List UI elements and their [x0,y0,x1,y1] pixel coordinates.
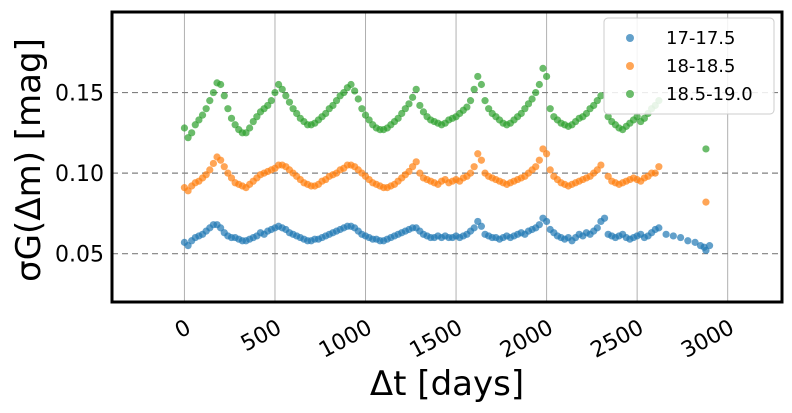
data-point [354,95,362,103]
data-point [597,92,605,100]
data-point [267,97,275,105]
data-point [702,198,710,206]
legend-marker [626,62,634,70]
x-tick-label: 0 [171,315,195,344]
legend-box [603,17,775,115]
data-point [542,217,551,226]
data-point [278,85,286,93]
legend-label: 18.5-19.0 [666,84,753,105]
data-point [202,105,210,113]
data-point [206,166,214,174]
data-points [180,64,714,255]
series-17-17.5 [180,214,714,255]
data-point [542,150,551,158]
data-point [655,224,663,232]
data-point [669,232,677,240]
plot-frame [110,10,784,304]
data-point [600,214,609,222]
data-point [676,233,685,242]
data-point [198,111,207,119]
x-tick-label: 2000 [496,315,557,363]
data-point [227,114,236,122]
legend-marker [626,90,634,98]
x-axis-ticks: 0 500 1000 1500 2000 2500 3000 [171,315,738,363]
data-point [209,88,218,97]
data-point [705,242,714,250]
data-point [282,92,290,100]
data-point [535,156,543,164]
y-tick-label: 0.15 [55,82,104,107]
data-point [188,129,196,137]
data-point [532,163,540,171]
data-point [224,105,232,113]
legend-label: 17-17.5 [666,28,735,49]
y-axis-ticks: 0.05 0.10 0.15 [55,82,104,268]
x-tick-label: 3000 [677,315,738,363]
y-axis-label: σG(Δm) [mag] [9,38,49,282]
data-point [412,85,420,93]
data-point [651,169,659,177]
data-point [466,169,475,177]
data-point [271,88,279,97]
data-point [246,124,254,132]
data-point [535,221,543,229]
data-point [463,103,471,111]
data-point [546,166,554,174]
data-point [408,93,417,101]
data-point [351,87,359,95]
data-point [220,92,228,100]
data-point [466,97,475,105]
data-point [702,145,710,153]
x-axis-label: Δt [days] [370,364,524,404]
data-point [474,72,482,81]
data-point [528,95,536,103]
data-point [470,85,478,93]
data-point [539,64,547,72]
legend: 17-17.5 18-18.5 18.5-19.0 [603,17,775,115]
data-point [532,88,540,97]
data-point [416,101,424,110]
data-point [206,97,214,105]
data-point [470,224,478,232]
data-point [358,105,366,113]
data-point [655,163,663,171]
data-point [535,80,543,89]
data-point [684,237,692,245]
data-point [217,156,225,164]
data-point [285,98,294,106]
data-point [481,97,489,105]
x-tick-label: 2500 [587,315,648,363]
x-tick-label: 1000 [315,315,376,363]
data-point [180,124,189,132]
data-point [412,158,420,166]
data-point [593,224,601,232]
data-point [209,159,218,168]
data-point [474,150,482,158]
data-point [477,156,486,164]
series-18-18.5 [180,145,710,206]
data-point [546,105,554,113]
data-point [662,230,670,238]
data-point [542,72,551,81]
x-tick-label: 1500 [406,315,467,363]
series-18.5-19.0 [180,64,710,153]
y-tick-label: 0.05 [55,243,104,268]
data-point [217,80,225,89]
data-point [470,163,478,171]
data-point [691,238,699,246]
data-point [220,163,228,171]
data-point [477,222,486,230]
y-tick-label: 0.10 [55,162,104,187]
x-tick-label: 500 [237,315,286,357]
data-point [347,80,355,89]
data-point [597,161,605,169]
legend-label: 18-18.5 [666,56,735,77]
data-point [405,100,413,108]
data-point [477,80,486,89]
legend-marker [626,34,634,42]
